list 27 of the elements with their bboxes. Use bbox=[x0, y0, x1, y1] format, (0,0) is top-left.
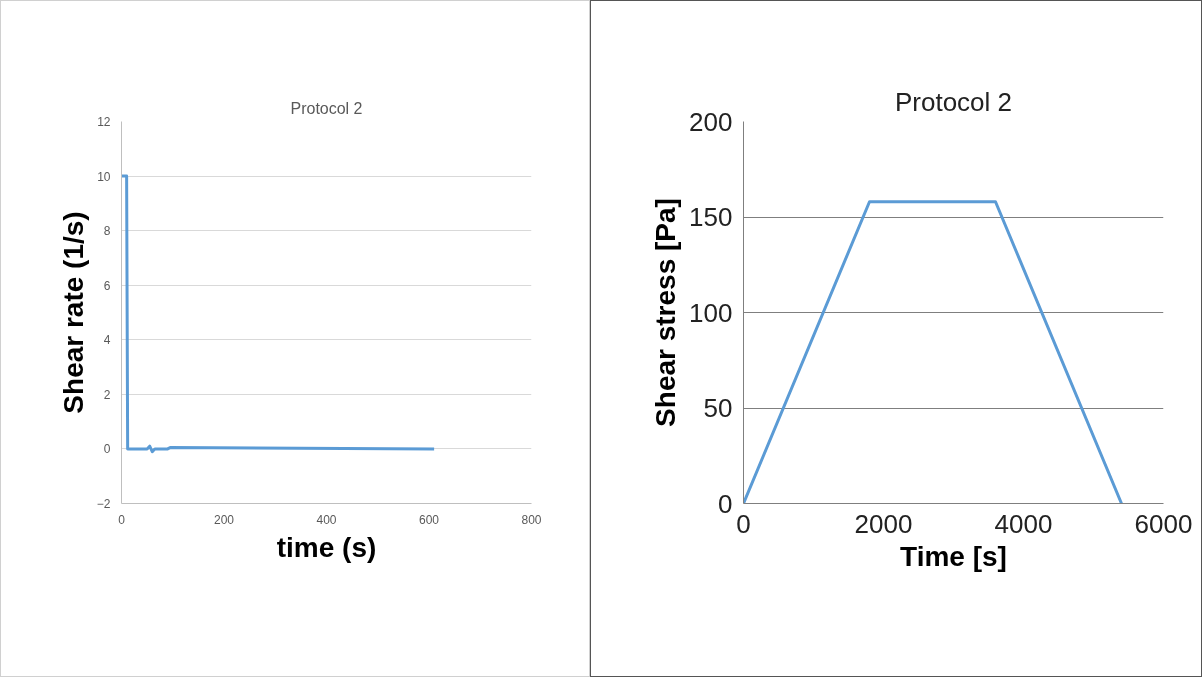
y-tick-label: 100 bbox=[689, 297, 733, 328]
y-tick-label: 200 bbox=[689, 106, 733, 137]
y-tick-label: 50 bbox=[703, 393, 733, 423]
x-tick-label: 800 bbox=[521, 512, 542, 527]
y-tick-label: 0 bbox=[103, 442, 111, 457]
y-tick-label: 150 bbox=[689, 202, 733, 232]
x-tick-label: 6000 bbox=[1134, 508, 1193, 539]
y-tick-label: 4 bbox=[103, 333, 111, 348]
y-tick-label: 6 bbox=[103, 278, 111, 293]
y-tick-label: 12 bbox=[97, 115, 111, 129]
chart-title: Protocol 2 bbox=[290, 99, 363, 117]
x-axis-title: time (s) bbox=[276, 531, 377, 563]
x-tick-label: 600 bbox=[418, 512, 440, 527]
x-tick-label: 400 bbox=[316, 512, 337, 527]
line-series bbox=[121, 174, 436, 454]
y-axis-title: Shear stress [Pa] bbox=[650, 198, 682, 427]
x-tick-label: 2000 bbox=[854, 508, 913, 539]
y-tick-label: 10 bbox=[97, 169, 111, 184]
chart-title: Protocol 2 bbox=[894, 86, 1013, 117]
x-tick-label: 200 bbox=[213, 512, 235, 527]
y-tick-label: 2 bbox=[103, 387, 111, 402]
x-axis-title: Time [s] bbox=[900, 540, 1007, 572]
y-axis-title: Shear rate (1/s) bbox=[57, 211, 89, 414]
y-tick-label: −2 bbox=[96, 497, 111, 511]
y-tick-label: 8 bbox=[103, 224, 111, 239]
x-tick-label: 4000 bbox=[994, 508, 1053, 539]
x-tick-label: 0 bbox=[118, 512, 126, 527]
